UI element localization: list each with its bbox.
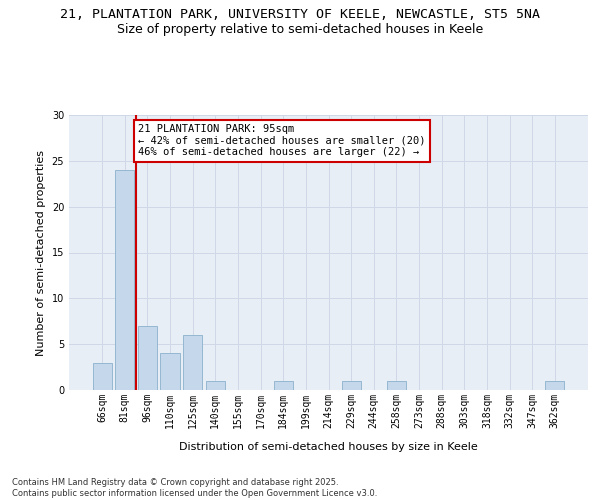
Bar [160, 354, 180, 390]
Y-axis label: Number of semi-detached properties: Number of semi-detached properties [36, 150, 46, 356]
Text: 21, PLANTATION PARK, UNIVERSITY OF KEELE, NEWCASTLE, ST5 5NA: 21, PLANTATION PARK, UNIVERSITY OF KEELE… [60, 8, 540, 20]
Text: Contains HM Land Registry data © Crown copyright and database right 2025.
Contai: Contains HM Land Registry data © Crown c… [12, 478, 377, 498]
Text: 21 PLANTATION PARK: 95sqm
← 42% of semi-detached houses are smaller (20)
46% of : 21 PLANTATION PARK: 95sqm ← 42% of semi-… [139, 124, 426, 158]
Text: Size of property relative to semi-detached houses in Keele: Size of property relative to semi-detach… [117, 22, 483, 36]
Bar [545, 381, 565, 390]
Bar [138, 326, 157, 390]
Bar [92, 362, 112, 390]
Bar [115, 170, 134, 390]
Bar [274, 381, 293, 390]
Bar [387, 381, 406, 390]
Bar [206, 381, 225, 390]
Bar [183, 335, 202, 390]
Text: Distribution of semi-detached houses by size in Keele: Distribution of semi-detached houses by … [179, 442, 478, 452]
Bar [341, 381, 361, 390]
